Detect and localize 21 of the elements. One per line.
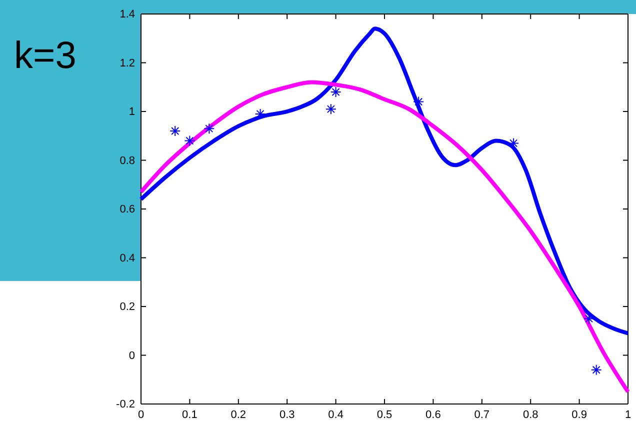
y-tick-label: 0: [128, 350, 135, 362]
x-tick-label: 0: [138, 408, 144, 421]
y-tick-label: 0.2: [120, 301, 135, 314]
y-tick-label: 1.4: [120, 8, 135, 21]
x-tick-label: 0.7: [474, 408, 490, 421]
x-tick-label: 0.9: [572, 408, 587, 421]
x-tick-label: 0.3: [279, 408, 295, 421]
x-tick-label: 0.6: [426, 408, 441, 421]
x-tick-label: 0.5: [376, 408, 392, 421]
y-tick-label: 0.8: [120, 154, 135, 167]
x-tick-label: 0.2: [230, 408, 246, 421]
x-tick-label: 1: [624, 408, 632, 421]
x-tick-label: 0.4: [328, 408, 344, 421]
y-tick-label: 1: [128, 106, 135, 118]
y-tick-label: -0.2: [116, 398, 135, 411]
y-tick-label: 0.4: [120, 252, 135, 264]
y-tick-label: 1.2: [120, 57, 135, 70]
x-tick-label: 0.1: [182, 408, 198, 421]
y-tick-label: 0.6: [120, 204, 135, 216]
x-tick-label: 0.8: [522, 408, 538, 421]
text: k=3: [14, 35, 76, 77]
